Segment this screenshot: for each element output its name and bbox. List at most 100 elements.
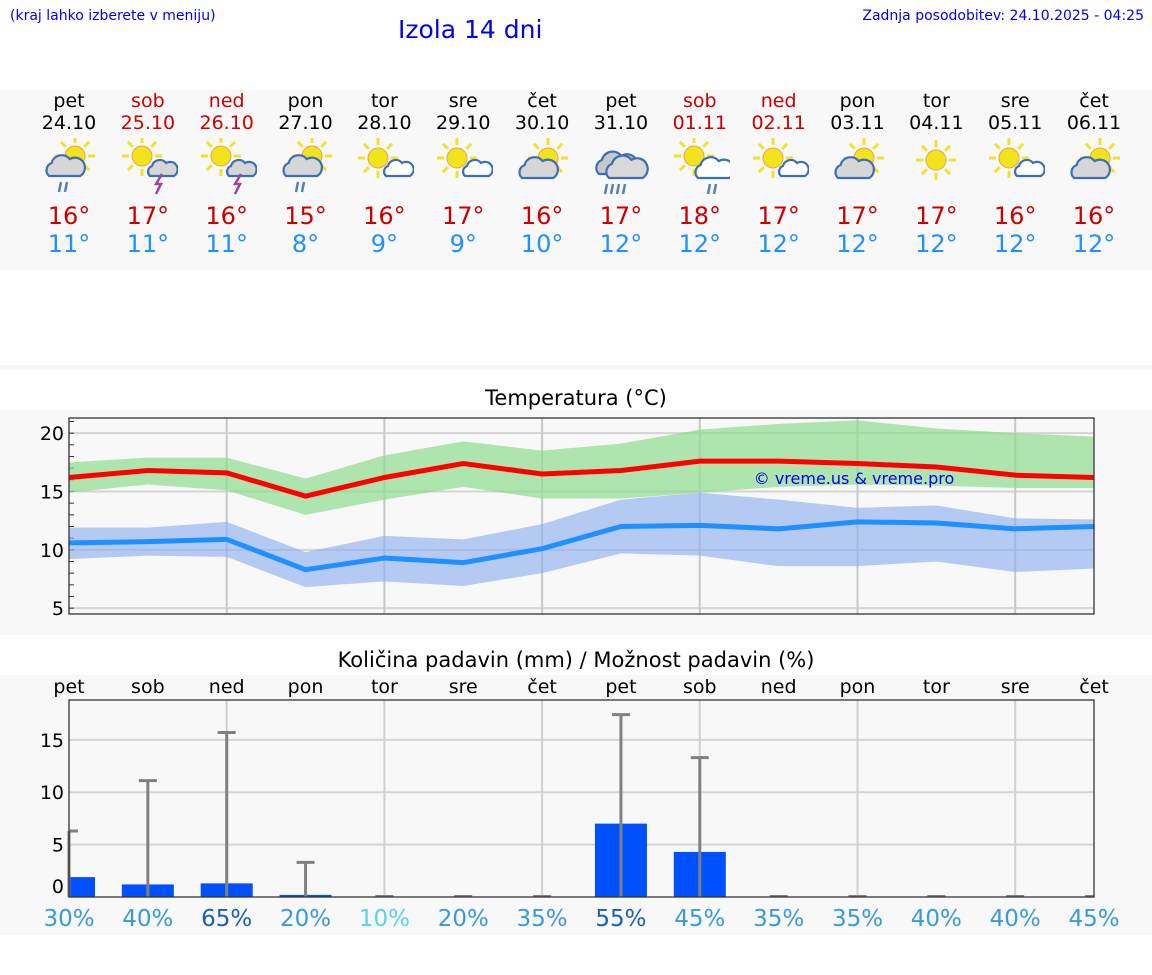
max-temp: 17° [441,202,485,230]
day-date: 03.11 [830,112,885,134]
precip-probability: 30% [43,906,94,932]
y-tick-label: 10 [40,540,64,562]
forecast-band [0,90,1152,270]
precip-chart-band [0,675,1152,935]
min-temp: 12° [757,230,800,258]
day-name: sre [448,90,478,112]
day-name: pon [287,90,324,112]
last-updated: Zadnja posodobitev: 24.10.2025 - 04:25 [862,8,1144,24]
precip-bar [69,877,95,897]
max-temp: 16° [363,202,406,230]
forecast-day: sob 01.11 18° 12° [661,90,739,258]
day-name: čet [1079,90,1109,112]
max-temp: 15° [284,202,327,230]
sun-cloud-rain-icon [45,136,95,193]
cloudy-rain-icon [595,150,649,195]
day-name: pon [839,90,876,112]
x-tick-label: ned [761,676,797,698]
min-temp: 12° [993,230,1037,258]
x-tick-label: sob [131,676,165,698]
x-tick-label: tor [371,676,398,698]
day-date: 05.11 [987,112,1043,134]
sun-icon [916,140,957,180]
sun-cloud-thunder-icon [200,136,258,195]
y-tick-label: 0 [52,876,64,898]
day-name: čet [527,90,557,112]
forecast-day: pet 24.10 16° 11° [30,90,108,258]
forecast-day: tor 04.11 17° 12° [897,90,975,258]
x-tick-label: pet [53,676,84,698]
day-date: 27.10 [278,112,333,134]
partly-cloudy-icon [1070,138,1121,180]
precip-probability: 40% [122,906,173,932]
partly-cloudy-icon [833,138,884,180]
max-temp: 16° [520,202,564,230]
max-temp: 17° [126,202,170,230]
precip-probability: 40% [911,906,962,932]
x-tick-label: pon [840,676,876,698]
temperature-chart-title: Temperatura (°C) [485,386,667,410]
min-temp: 10° [520,230,564,258]
x-tick-label: pon [288,676,324,698]
sun-white-cloud-rain-icon [673,136,735,195]
x-tick-label: ned [209,676,245,698]
y-tick-label: 5 [52,835,64,857]
max-temp: 16° [1072,202,1116,230]
day-name: tor [370,90,398,112]
day-name: sob [131,90,165,112]
max-temp: 17° [915,202,958,230]
day-date: 24.10 [41,112,97,134]
day-date: 26.10 [199,112,254,134]
precip-probability: 35% [832,906,883,932]
min-temp: 9° [370,230,399,258]
divider [0,365,1152,370]
day-date: 28.10 [357,112,412,134]
sun-cloud-rain-icon [281,136,332,193]
forecast-day: sre 05.11 16° 12° [976,90,1054,258]
y-tick-label: 20 [40,423,64,445]
max-temp: 16° [993,202,1037,230]
forecast-day: čet 30.10 16° 10° [503,90,581,258]
day-date: 02.11 [751,112,806,134]
forecast-day: ned 26.10 16° 11° [188,90,266,258]
x-tick-label: pet [605,676,636,698]
forecast-day: ned 02.11 17° 12° [740,90,818,258]
day-date: 06.11 [1066,112,1122,134]
forecast-day: tor 28.10 16° 9° [345,90,423,258]
precip-probability: 20% [280,906,331,932]
y-tick-label: 10 [40,782,64,804]
precip-probability: 10% [359,906,410,932]
min-temp: 12° [678,230,722,258]
min-temp: 9° [449,230,477,258]
precip-probability: 65% [201,906,252,932]
min-temp: 12° [836,230,879,258]
min-temp: 11° [126,230,170,258]
day-date: 04.11 [909,112,964,134]
precip-probability: 40% [990,906,1041,932]
location-hint[interactable]: (kraj lahko izberete v meniju) [10,8,216,24]
page-title: Izola 14 dni [398,15,543,44]
min-temp: 11° [205,230,248,258]
max-temp: 16° [47,202,91,230]
day-name: tor [922,90,950,112]
sun-small-cloud-icon [752,138,810,178]
y-tick-label: 15 [40,730,64,752]
sun-cloud-thunder-icon [121,136,179,195]
max-temp: 17° [599,202,643,230]
x-tick-label: čet [1079,676,1109,698]
day-name: ned [208,90,245,112]
max-temp: 17° [757,202,800,230]
max-temp: 17° [836,202,879,230]
precip-probability: 35% [517,906,568,932]
day-name: pet [605,90,637,112]
precip-chart-title: Količina padavin (mm) / Možnost padavin … [337,648,815,672]
precip-probability: 20% [438,906,489,932]
sun-small-cloud-icon [989,138,1046,178]
precip-probability: 45% [1068,906,1119,932]
x-tick-label: tor [923,676,950,698]
sun-small-cloud-icon [358,138,416,178]
max-temp-line [68,458,1095,499]
day-name: ned [760,90,797,112]
forecast-day: čet 06.11 16° 12° [1055,90,1133,258]
x-tick-label: čet [527,676,557,698]
